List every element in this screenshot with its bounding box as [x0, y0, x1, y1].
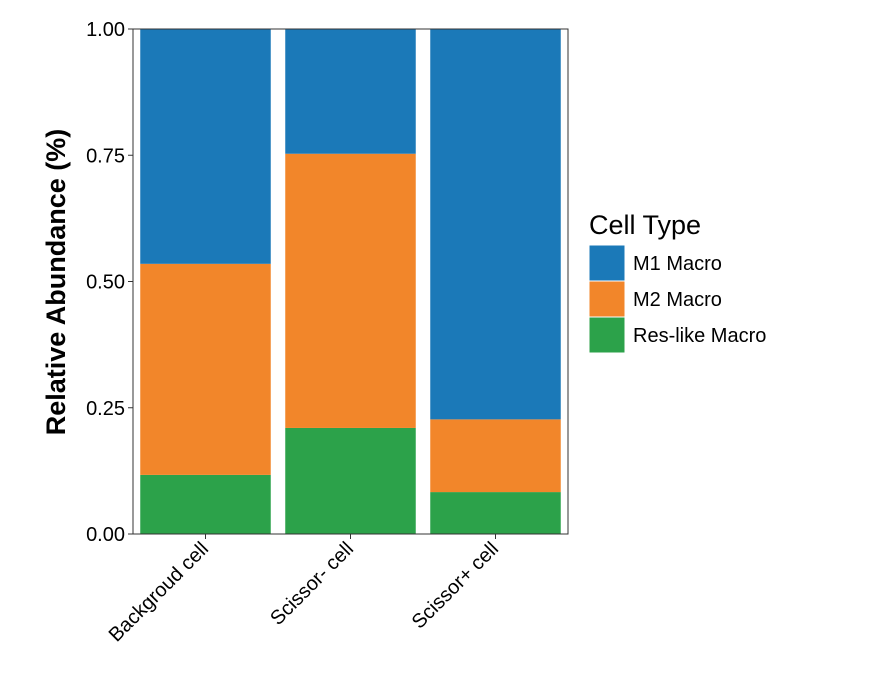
bar-scissor-cell-m2-macro	[285, 153, 416, 428]
y-tick-label: 0.75	[86, 145, 125, 167]
x-tick-label: Scissor+ cell	[408, 538, 503, 633]
y-tick-label: 0.00	[86, 524, 125, 546]
bar-scissor-cell-m1-macro	[285, 29, 416, 154]
y-axis-title: Relative Abundance (%)	[41, 129, 71, 436]
bar-backgroud-cell-m2-macro	[140, 263, 271, 475]
legend-key-m1-macro	[588, 244, 626, 282]
legend-title: Cell Type	[589, 210, 701, 240]
bars-group	[140, 29, 561, 534]
legend-label-m1-macro: M1 Macro	[633, 253, 722, 275]
x-tick-label: Backgroud cell	[105, 538, 213, 646]
bar-backgroud-cell-res-like-macro	[140, 474, 271, 534]
y-tick-label: 1.00	[86, 19, 125, 41]
legend-label-m2-macro: M2 Macro	[633, 289, 722, 311]
bar-backgroud-cell-m1-macro	[140, 29, 271, 264]
bar-scissor-cell-m1-macro	[430, 29, 561, 420]
legend-key-res-like-macro	[588, 316, 626, 354]
legend-label-res-like-macro: Res-like Macro	[633, 325, 766, 347]
y-tick-label: 0.50	[86, 272, 125, 294]
legend: Cell Type M1 Macro M2 Macro Res-like Macro	[588, 210, 766, 354]
y-tick-label: 0.25	[86, 398, 125, 420]
legend-key-m2-macro	[588, 280, 626, 318]
bar-scissor-cell-res-like-macro	[430, 492, 561, 534]
bar-scissor-cell-m2-macro	[430, 419, 561, 493]
bar-scissor-cell-res-like-macro	[285, 427, 416, 534]
x-tick-label: Scissor- cell	[266, 538, 358, 630]
